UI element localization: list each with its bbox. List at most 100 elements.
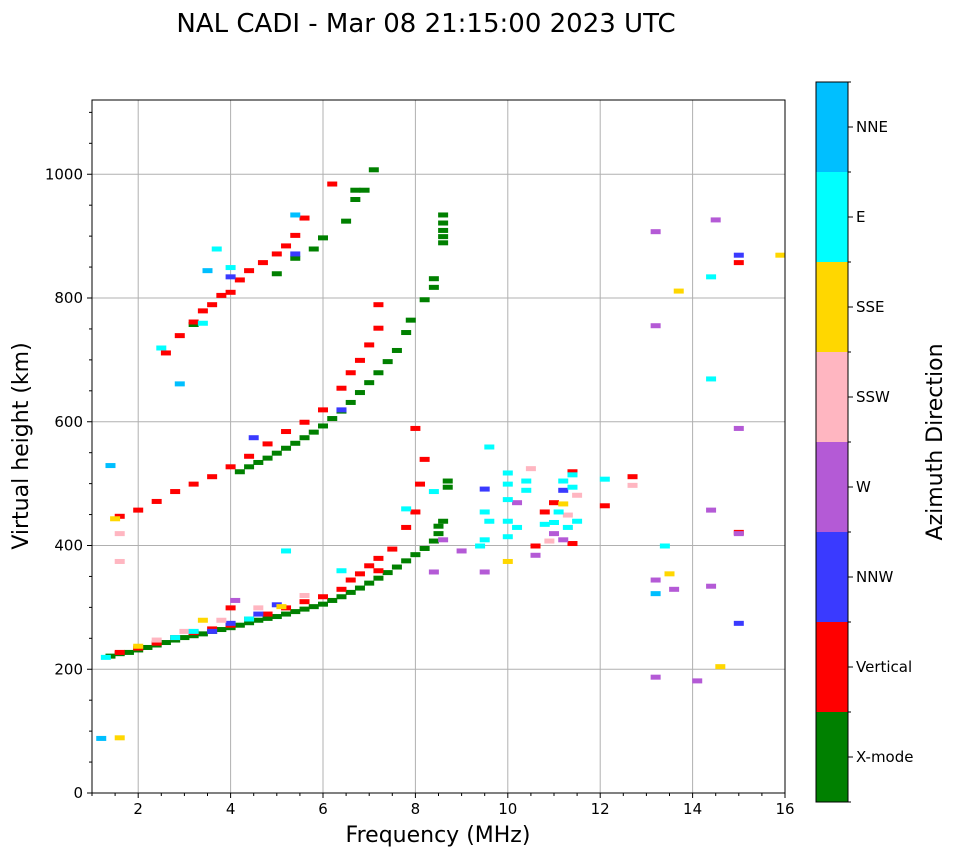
data-point bbox=[216, 617, 227, 623]
data-point bbox=[433, 523, 444, 529]
data-point bbox=[257, 260, 268, 266]
data-point bbox=[308, 246, 319, 252]
data-point bbox=[364, 563, 375, 569]
data-point bbox=[197, 308, 208, 314]
data-point bbox=[197, 631, 208, 637]
series-x-mode bbox=[105, 167, 453, 659]
data-point bbox=[188, 628, 199, 634]
data-point bbox=[733, 425, 744, 431]
x-axis-label: Frequency (MHz) bbox=[346, 823, 531, 848]
data-point bbox=[599, 476, 610, 482]
data-point bbox=[715, 664, 726, 670]
data-point bbox=[706, 376, 717, 382]
data-point bbox=[512, 500, 523, 506]
data-point bbox=[345, 370, 356, 376]
data-point bbox=[114, 735, 125, 741]
data-point bbox=[549, 500, 559, 506]
data-point bbox=[359, 187, 370, 193]
data-point bbox=[262, 441, 273, 447]
data-point bbox=[341, 218, 352, 224]
data-point bbox=[290, 212, 301, 218]
data-point bbox=[438, 240, 449, 246]
colorbar-swatch bbox=[816, 172, 848, 262]
data-point bbox=[733, 620, 744, 626]
data-point bbox=[733, 252, 744, 258]
data-point bbox=[401, 506, 412, 512]
data-point bbox=[234, 277, 245, 283]
data-point bbox=[253, 605, 264, 611]
series-e bbox=[100, 246, 717, 660]
data-point bbox=[525, 466, 536, 472]
colorbar-swatch bbox=[816, 712, 848, 802]
chart-title: NAL CADI - Mar 08 21:15:00 2023 UTC bbox=[176, 9, 675, 39]
data-point bbox=[627, 474, 638, 480]
data-point bbox=[433, 531, 444, 537]
data-point bbox=[350, 187, 361, 193]
data-point bbox=[133, 643, 144, 649]
data-point bbox=[373, 302, 384, 308]
data-point bbox=[627, 482, 638, 488]
data-point bbox=[710, 217, 721, 223]
data-point bbox=[650, 229, 661, 235]
data-point bbox=[373, 555, 384, 561]
data-point bbox=[669, 586, 680, 592]
data-point bbox=[253, 617, 264, 623]
data-point bbox=[179, 628, 190, 634]
data-point bbox=[262, 615, 273, 621]
data-point bbox=[225, 620, 236, 626]
data-point bbox=[539, 509, 550, 515]
series-w bbox=[230, 217, 744, 684]
data-point bbox=[244, 616, 255, 622]
colorbar: X-mode Vertical NNW W SSW SSE E NNE bbox=[815, 81, 913, 803]
data-point bbox=[271, 614, 282, 620]
y-tick-label: 600 bbox=[54, 413, 83, 431]
data-point bbox=[599, 503, 610, 509]
x-tick-label: 12 bbox=[591, 800, 610, 818]
data-point bbox=[230, 597, 241, 603]
data-point bbox=[336, 568, 347, 574]
data-point bbox=[234, 469, 245, 475]
data-point bbox=[336, 586, 347, 592]
series-nne bbox=[96, 212, 661, 741]
y-tick-label: 200 bbox=[54, 660, 83, 678]
data-point bbox=[318, 423, 328, 429]
data-point bbox=[281, 611, 292, 617]
data-point bbox=[659, 543, 670, 549]
data-point bbox=[558, 501, 569, 507]
data-point bbox=[345, 399, 356, 405]
y-axis-label: Virtual height (km) bbox=[9, 342, 34, 549]
y-tick-label: 800 bbox=[54, 289, 83, 307]
colorbar-label: NNE bbox=[856, 118, 888, 136]
data-point bbox=[105, 463, 116, 469]
data-point bbox=[299, 593, 310, 598]
data-point bbox=[438, 227, 449, 233]
data-point bbox=[479, 537, 490, 543]
data-point bbox=[650, 577, 661, 583]
data-point bbox=[262, 455, 273, 461]
data-point bbox=[401, 330, 412, 336]
data-point bbox=[114, 558, 125, 564]
data-point bbox=[553, 509, 564, 515]
data-point bbox=[211, 246, 222, 252]
data-point bbox=[479, 509, 490, 515]
data-point bbox=[225, 274, 236, 280]
data-point bbox=[438, 220, 449, 226]
data-point bbox=[512, 524, 523, 530]
data-point bbox=[281, 445, 292, 451]
colorbar-label: X-mode bbox=[856, 748, 913, 766]
data-point bbox=[327, 181, 338, 187]
data-point bbox=[567, 469, 578, 475]
data-point bbox=[253, 459, 264, 465]
data-point bbox=[290, 251, 301, 257]
data-point bbox=[530, 543, 541, 549]
data-point bbox=[415, 481, 426, 487]
data-point bbox=[133, 507, 144, 513]
colorbar-label: W bbox=[856, 478, 871, 496]
data-point bbox=[244, 268, 255, 274]
data-point bbox=[475, 543, 486, 549]
data-point bbox=[160, 350, 171, 356]
data-point bbox=[110, 516, 121, 522]
data-point bbox=[248, 435, 259, 441]
data-point bbox=[391, 564, 402, 570]
